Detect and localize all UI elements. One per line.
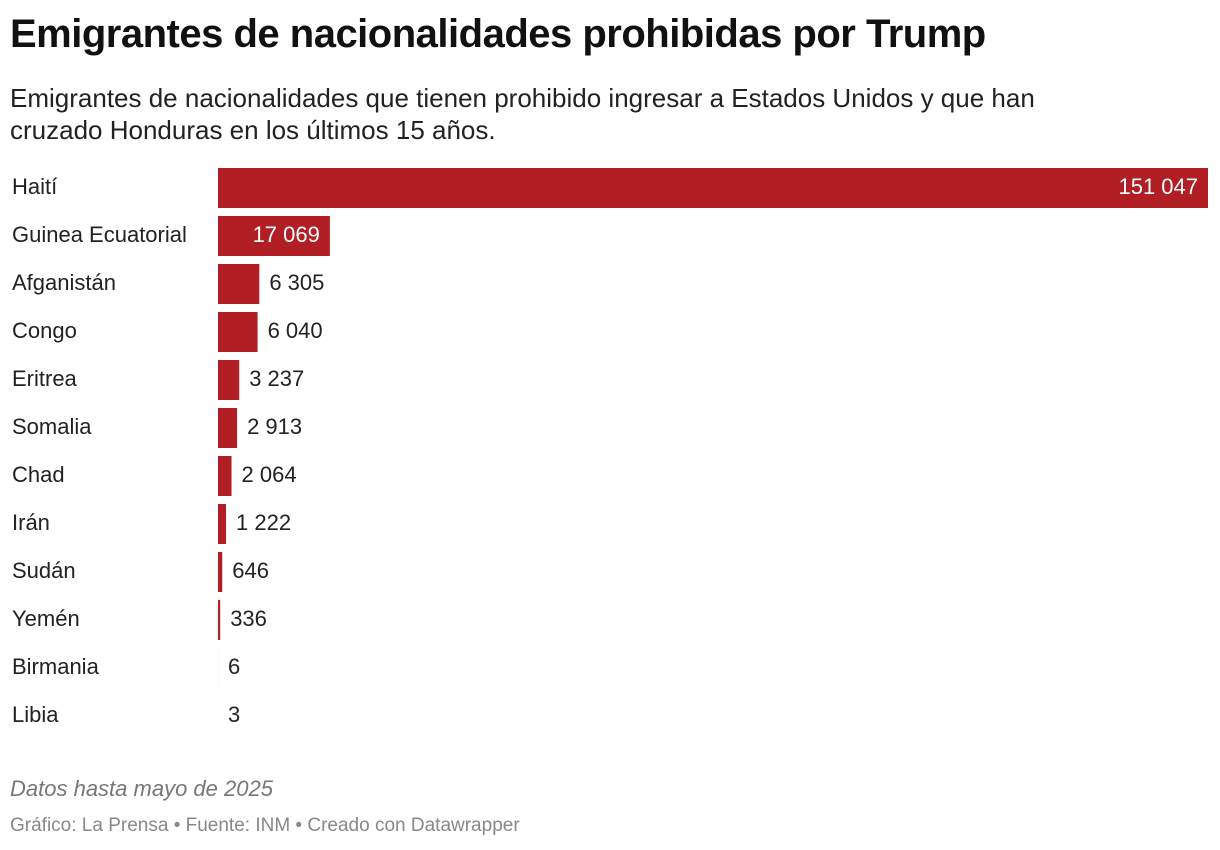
value-label: 17 069 [253,222,320,247]
category-label: Haití [12,174,57,199]
bar [218,312,258,352]
value-label: 2 913 [247,414,302,439]
bar [218,408,238,448]
category-label: Sudán [12,558,76,583]
value-label: 3 [228,702,240,727]
bar [218,264,260,304]
category-label: Irán [12,510,50,535]
chart-title: Emigrantes de nacionalidades prohibidas … [10,12,986,56]
bar [218,216,330,256]
category-label: Afganistán [12,270,116,295]
category-label: Guinea Ecuatorial [12,222,187,247]
chart: Haití 151 047 Guinea Ecuatorial 17 069 Afgan… [12,168,1208,736]
value-label: 6 040 [268,318,323,343]
credits: Gráfico: La Prensa • Fuente: INM • Cread… [10,815,520,836]
value-label: 336 [230,606,267,631]
bar [218,600,221,640]
bar [218,504,227,544]
category-label: Libia [12,702,59,727]
value-label: 6 305 [269,270,324,295]
value-label: 6 [228,654,240,679]
value-label: 646 [232,558,269,583]
chart-subtitle: Emigrantes de nacionalidades que tienen … [10,83,1035,145]
value-label: 151 047 [1118,174,1198,199]
bar [218,552,223,592]
value-label: 3 237 [249,366,304,391]
bar [218,360,240,400]
category-label: Somalia [12,414,92,439]
bar [218,456,232,496]
bar [218,168,1208,208]
category-label: Congo [12,318,77,343]
category-label: Yemén [12,606,80,631]
category-label: Chad [12,462,65,487]
category-label: Eritrea [12,366,78,391]
category-label: Birmania [12,654,100,679]
value-label: 1 222 [236,510,291,535]
value-label: 2 064 [242,462,297,487]
note: Datos hasta mayo de 2025 [10,776,273,801]
